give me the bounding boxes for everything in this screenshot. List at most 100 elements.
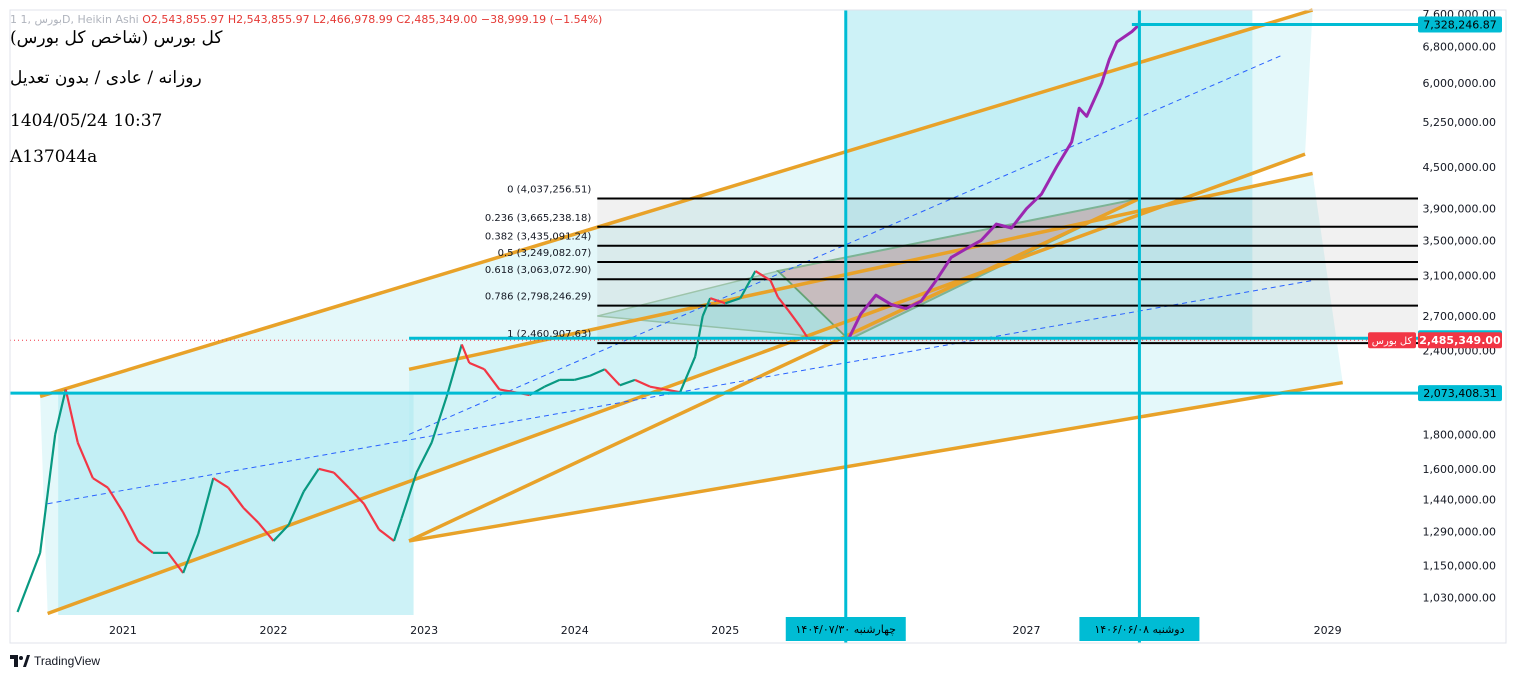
high-value: H2,543,855.97: [227, 13, 310, 26]
price-candle-segment: [460, 344, 471, 364]
price-candle-segment: [777, 296, 790, 312]
price-candle-segment: [724, 297, 741, 305]
channel-line: [39, 8, 1314, 399]
price-candle-segment: [64, 389, 79, 443]
y-tick-label: 1,800,000.00: [1423, 428, 1496, 441]
x-tick-label: 2021: [109, 624, 137, 637]
range-fill: [845, 10, 1253, 341]
date-label-bg: [785, 617, 906, 641]
price-candle-segment: [619, 378, 636, 387]
ohlc-readout: 1 بورس ,1D, Heikin Ashi O2,543,855.97 H2…: [10, 13, 602, 26]
price-badge: [1418, 16, 1502, 33]
y-tick-label: 6,000,000.00: [1423, 77, 1496, 90]
fibonacci-levels: 0 (4,037,256.51) 0.236 (3,665,238.18) 0.38…: [485, 185, 1418, 345]
fib-level-label: 0.382 (3,435,091.24): [485, 232, 592, 243]
tradingview-logo-text: TradingView: [34, 654, 101, 668]
x-tick-label: 2022: [260, 624, 288, 637]
chart-subtitle: روزانه / عادی / بدون تعدیل: [10, 68, 202, 88]
fib-level-label: 0.786 (2,798,246.29): [485, 292, 592, 303]
price-candle-segment: [415, 442, 433, 474]
open-value: O2,543,855.97: [142, 13, 225, 26]
chart-code: A137044a: [10, 147, 98, 167]
symbol-badge-text: کل بورس: [1372, 336, 1413, 347]
x-tick-label: 2024: [561, 624, 589, 637]
price-candle-segment: [106, 487, 124, 513]
fib-level-label: 0.5 (3,249,082.07): [498, 248, 592, 259]
chart-border: [9, 9, 1507, 644]
price-candle-segment: [16, 552, 42, 613]
price-candle-segment: [400, 472, 418, 519]
symbol-badge: [1368, 332, 1416, 349]
channel-line: [408, 171, 1313, 371]
date-label-text: دوشنبه ۱۴۰۶/۰۶/۰۸: [1094, 623, 1184, 636]
price-candle-segment: [287, 491, 305, 526]
price-candle-segment: [92, 477, 109, 489]
y-tick-label: 1,290,000.00: [1423, 526, 1496, 539]
y-tick-label: 3,500,000.00: [1423, 234, 1496, 247]
fib-level-label: 0.618 (3,063,072.90): [485, 265, 592, 276]
change-value: −38,999.19 (−1.54%): [480, 13, 603, 26]
channel-line: [408, 196, 1141, 543]
price-candle-segment: [378, 528, 395, 542]
close-value: C2,485,349.00: [396, 13, 478, 26]
chart-datetime: 1404/05/24 10:37: [10, 111, 163, 131]
price-candle-segment: [39, 434, 57, 553]
x-tick-label: 2025: [711, 624, 739, 637]
price-candle-segment: [348, 486, 365, 505]
price-candle-segment: [483, 368, 501, 391]
price-candle-segment: [604, 368, 621, 387]
fib-level-label: 1 (2,460,907.63): [507, 329, 591, 340]
price-badge-text: 2,485,349.00: [1419, 334, 1501, 347]
y-tick-label: 4,500,000.00: [1423, 161, 1496, 174]
y-tick-label: 2,700,000.00: [1423, 310, 1496, 323]
price-badge: [1418, 385, 1502, 402]
price-candle-segment: [544, 378, 561, 388]
y-tick-label: 5,250,000.00: [1423, 116, 1496, 129]
price-candle-segment: [197, 477, 215, 535]
price-candle-segment: [272, 524, 290, 542]
price-candle-segment: [739, 270, 757, 299]
tradingview-logo[interactable]: TradingView: [10, 654, 100, 668]
price-candle-segment: [701, 297, 712, 317]
price-candle-segment: [212, 477, 229, 489]
time-axis: 2021 2022 2023 2024 2025 2027 2029 چهارشنبه ۱۴۰…: [109, 617, 1342, 641]
price-candle-segment: [769, 279, 780, 298]
fib-level-label: 0.236 (3,665,238.18): [485, 213, 592, 224]
price-candle-segment: [227, 487, 245, 509]
fibonacci-zone: [597, 198, 1418, 344]
y-tick-label: 1,440,000.00: [1423, 494, 1496, 507]
date-label-bg: [1079, 617, 1200, 641]
y-tick-label: 1,030,000.00: [1423, 591, 1496, 604]
price-candle-segment: [430, 396, 448, 444]
price-candle-segment: [167, 552, 185, 574]
price-badge: [1418, 332, 1502, 349]
price-candle-segment: [694, 315, 704, 357]
y-tick-label: 1,600,000.00: [1423, 463, 1496, 476]
channel-line: [47, 152, 1306, 616]
tradingview-logo-icon: [10, 655, 30, 667]
x-tick-label: 2029: [1314, 624, 1342, 637]
price-candle-segment: [589, 368, 606, 377]
symbol-info: 1 بورس ,1D, Heikin Ashi: [10, 13, 139, 26]
price-candle-segment: [182, 533, 200, 574]
price-candle-segment: [574, 374, 591, 381]
price-candles: [16, 270, 816, 613]
price-candle-segment: [468, 361, 485, 371]
y-tick-label: 3,100,000.00: [1423, 270, 1496, 283]
price-candle-segment: [318, 467, 335, 474]
price-candle-segment: [709, 297, 726, 305]
price-candle-segment: [787, 310, 802, 328]
price-candle-segment: [121, 511, 139, 542]
x-tick-label: 2023: [410, 624, 438, 637]
price-axis: 7,600,000.006,800,000.006,000,000.005,25…: [1423, 8, 1496, 605]
x-tick-label: 2027: [1012, 624, 1040, 637]
price-badge-text: 7,328,246.87: [1423, 18, 1496, 31]
price-candle-segment: [679, 356, 697, 393]
price-candle-segment: [445, 344, 463, 397]
price-candle-segment: [137, 540, 154, 554]
price-candle-segment: [362, 503, 380, 531]
price-candle-segment: [754, 270, 772, 282]
price-candle-segment: [799, 326, 810, 340]
